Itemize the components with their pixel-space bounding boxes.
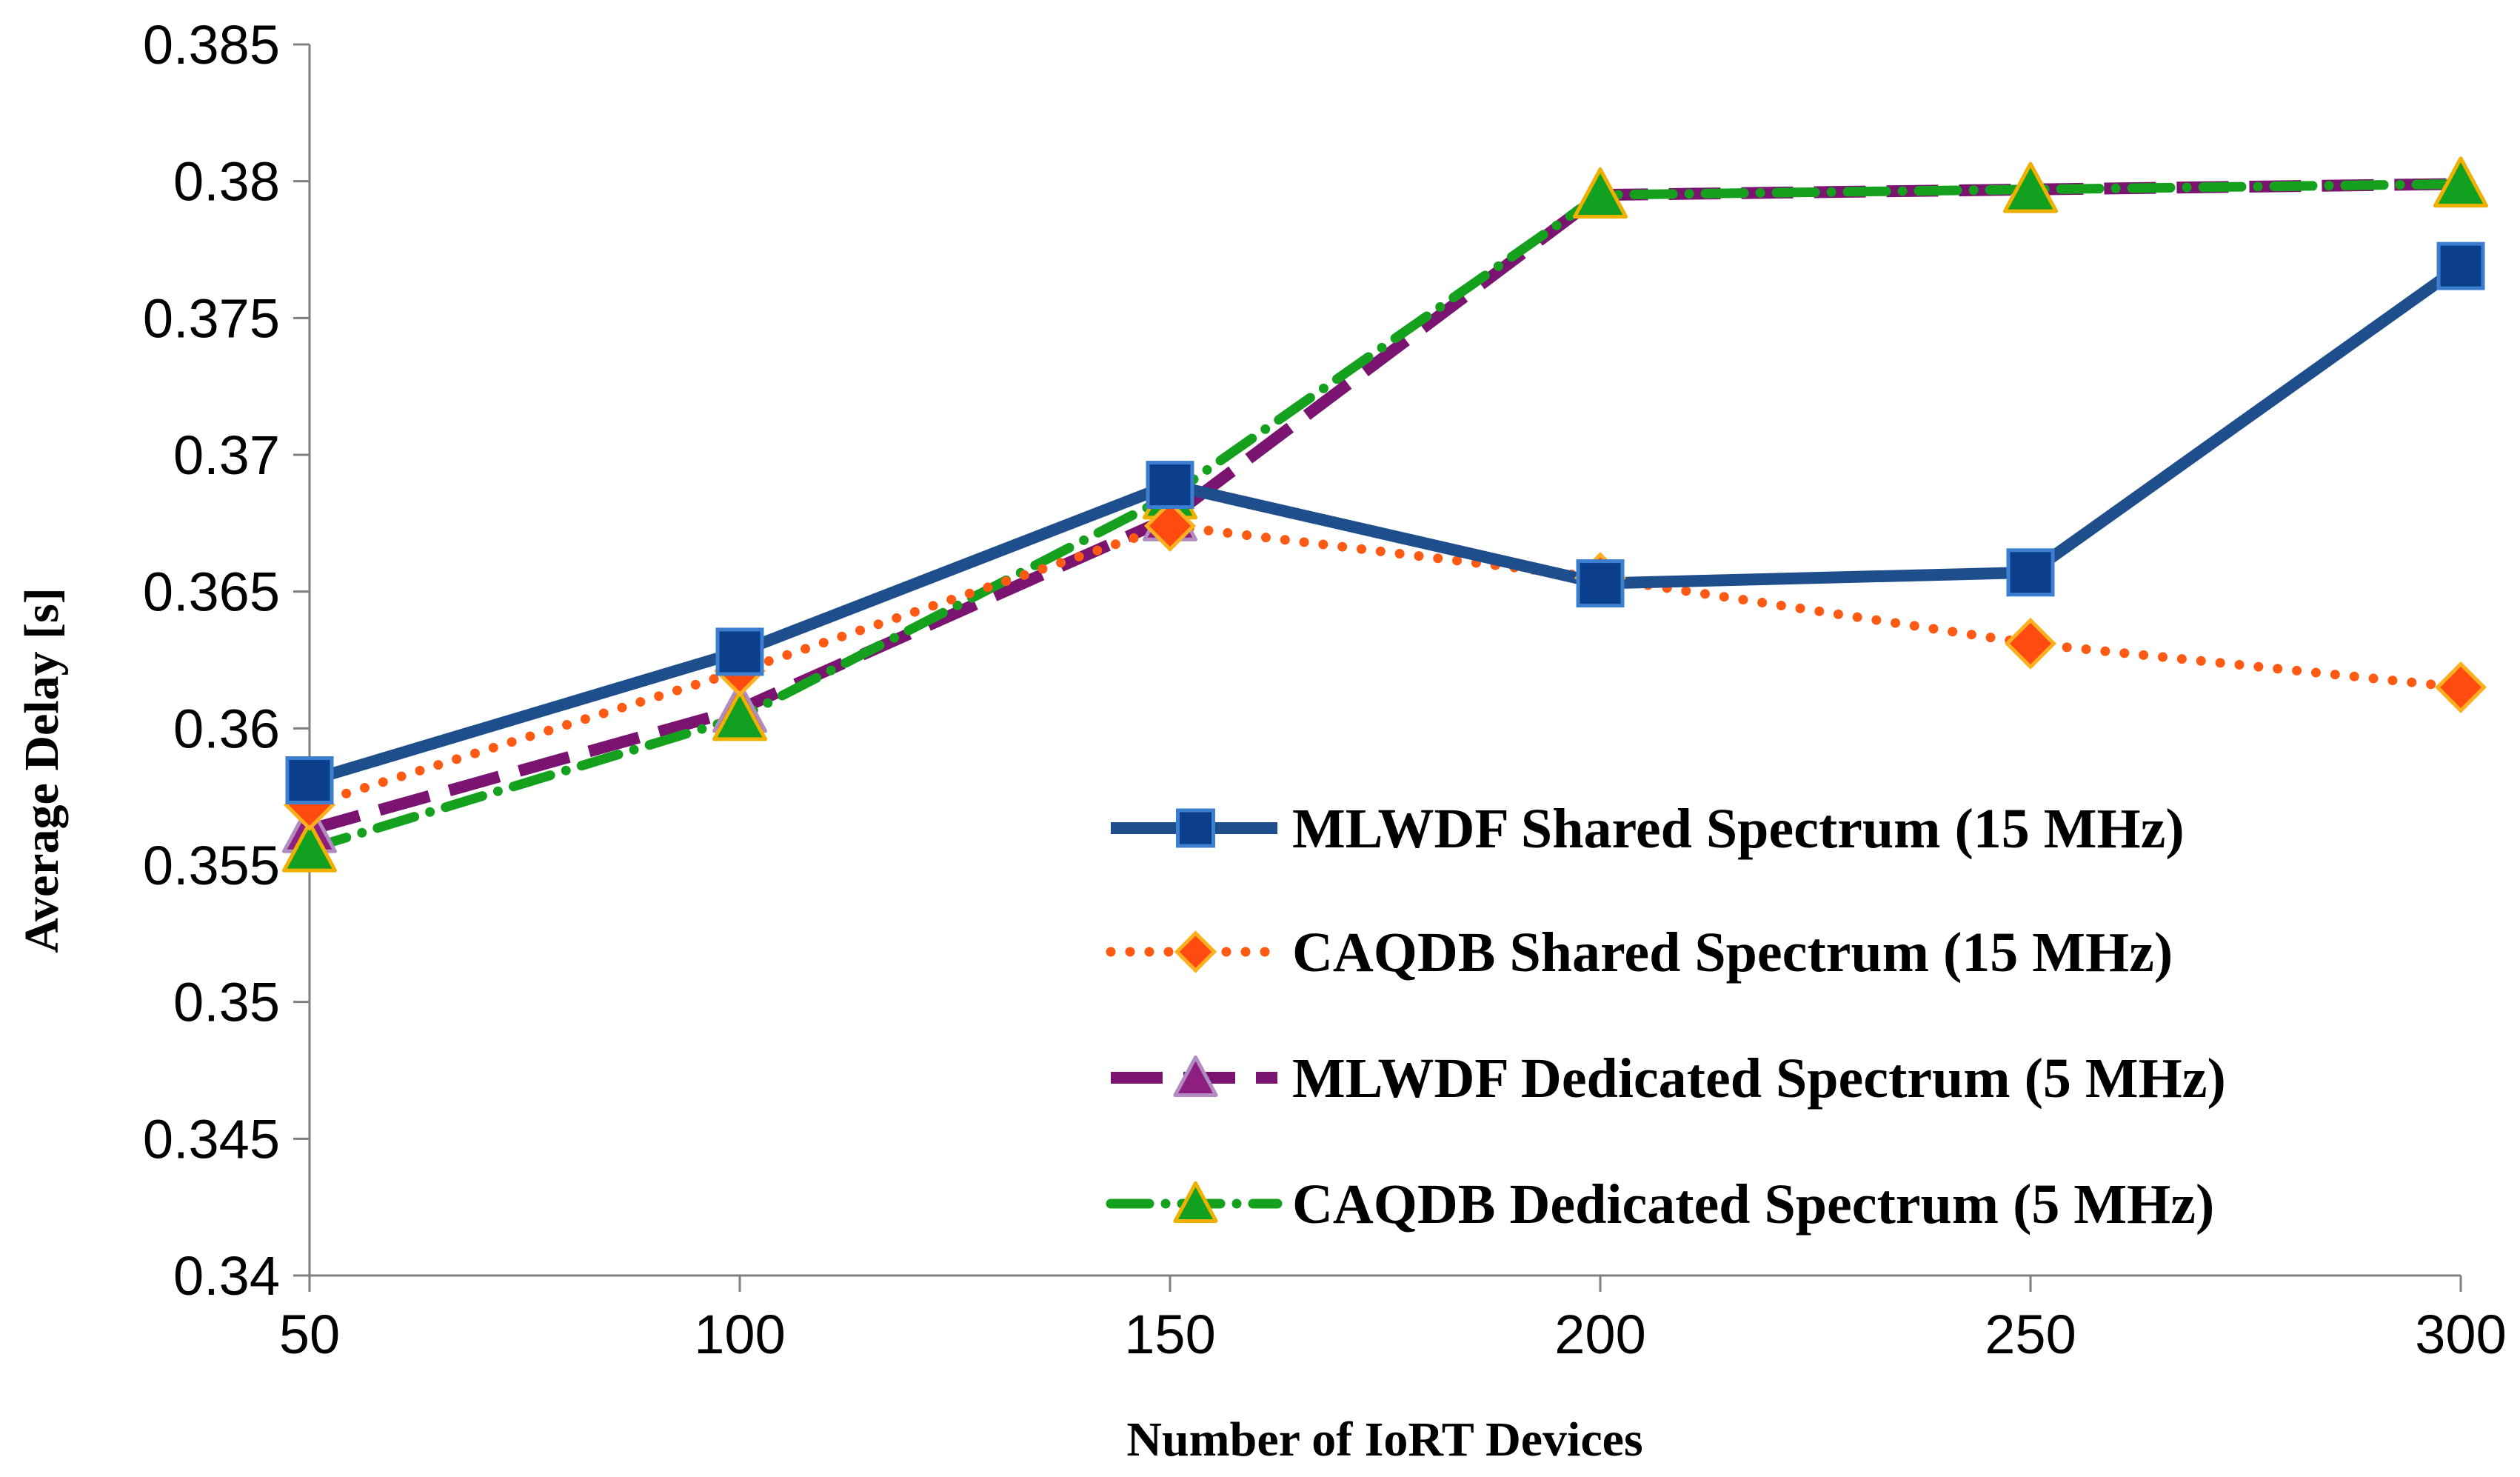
y-axis: 0.34 0.345 0.35 0.355 0.36 0.365 0.37 0.375 0.38…: [143, 14, 311, 1307]
y-tick-label: 0.38: [173, 151, 280, 213]
x-tick-label: 50: [279, 1304, 340, 1365]
data-point-s1: [715, 627, 764, 676]
x-axis-title: Number of IoRT Devices: [1126, 1413, 1642, 1467]
data-point-s2: [2434, 661, 2487, 713]
y-tick-label: 0.345: [143, 1108, 280, 1170]
markers-group: [282, 156, 2488, 873]
y-tick-label: 0.375: [143, 287, 280, 349]
data-point-s1: [285, 756, 334, 805]
series-line-3: [307, 178, 2461, 836]
legend-marker-4: [1173, 1181, 1218, 1223]
legend-marker-3: [1173, 1055, 1218, 1097]
y-tick-label: 0.365: [143, 561, 280, 623]
data-point-s4: [282, 821, 337, 873]
data-point-s2: [1143, 499, 1197, 553]
data-point-s4: [2433, 156, 2488, 208]
y-tick-label: 0.35: [173, 972, 280, 1033]
y-tick-label: 0.355: [143, 835, 280, 896]
data-point-s1: [1576, 559, 1625, 608]
data-point-s4: [2003, 161, 2058, 213]
legend-label-3: MLWDF Dedicated Spectrum (5 MHz): [1292, 1047, 2226, 1110]
x-axis: 50 100 150 200 250 300: [279, 1274, 2507, 1365]
y-axis-title: Average Delay [s]: [15, 587, 69, 953]
data-point-s4: [1573, 167, 1628, 219]
legend-label-4: CAQDB Dedicated Spectrum (5 MHz): [1292, 1173, 2214, 1236]
data-point-s1: [2436, 241, 2485, 290]
legend-label-2: CAQDB Shared Spectrum (15 MHz): [1292, 921, 2173, 984]
y-tick-label: 0.36: [173, 698, 280, 759]
legend-label-1: MLWDF Shared Spectrum (15 MHz): [1292, 798, 2185, 860]
data-point-s1: [2006, 548, 2055, 597]
data-point-s4: [712, 690, 767, 741]
x-tick-label: 150: [1124, 1304, 1215, 1365]
legend-marker-1: [1176, 808, 1215, 848]
series-line-1: [307, 261, 2464, 787]
y-tick-label: 0.34: [173, 1245, 280, 1307]
y-tick-label: 0.37: [173, 424, 280, 486]
series-group: [304, 178, 2466, 854]
legend: MLWDF Shared Spectrum (15 MHz) CAQDB Shar…: [1106, 798, 2226, 1236]
series-line-2: [304, 521, 2466, 810]
x-tick-label: 100: [694, 1304, 785, 1365]
x-tick-label: 200: [1554, 1304, 1645, 1365]
y-tick-label: 0.385: [143, 14, 280, 76]
legend-marker-2: [1174, 930, 1217, 973]
x-tick-label: 300: [2415, 1304, 2506, 1365]
data-point-s2: [2004, 617, 2057, 670]
data-point-s1: [1146, 461, 1194, 510]
series-line-4: [304, 179, 2466, 854]
x-tick-label: 250: [1985, 1304, 2076, 1365]
